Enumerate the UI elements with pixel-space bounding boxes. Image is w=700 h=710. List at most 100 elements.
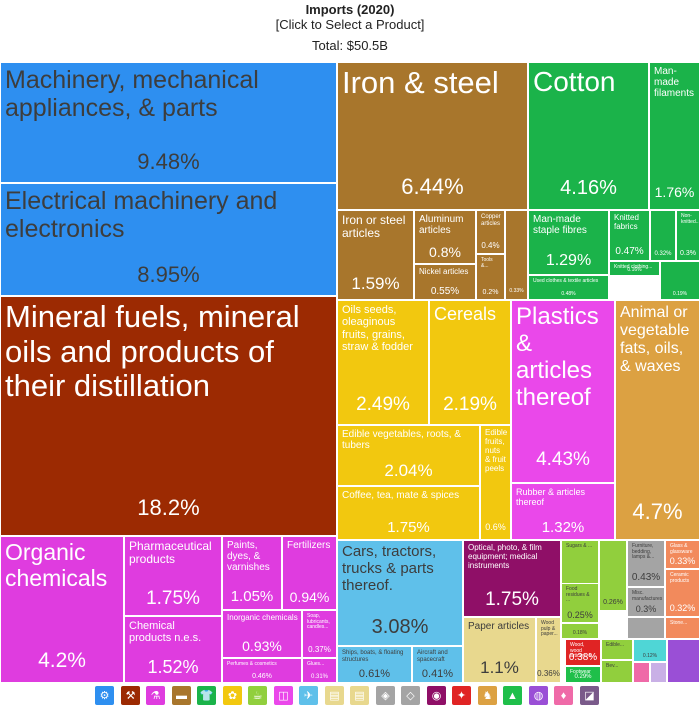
treemap-tile-used-clothes[interactable]: Used clothes & textile articles 0.48% [528,275,609,300]
tile-label: Food residues & ... [566,586,590,604]
legend-precious-icon[interactable]: ♦ [554,686,573,705]
tile-percentage: 0.94% [289,589,330,605]
treemap-tile-soaps[interactable]: Soap, lubricants, candles... 0.37% [302,610,337,658]
treemap-tile-glass[interactable]: Glass & glassware 0.33% [665,540,700,569]
treemap-tile-machinery[interactable]: Machinery, mechanical appliances, & part… [0,62,337,183]
treemap-tile-fertilizers[interactable]: Fertilizers 0.94% [282,536,337,610]
treemap-tile-copper[interactable]: Copper articles 0.4% [476,210,505,254]
treemap-tile-optical[interactable]: Optical, photo, & film equipment; medica… [463,540,561,617]
legend-paper-icon[interactable]: ▤ [350,686,369,705]
tile-percentage: 6.44% [401,174,464,199]
treemap-tile-cereals[interactable]: Cereals 2.19% [429,300,511,425]
tile-percentage: 0.12% [642,653,658,659]
treemap-tile-misc-pink[interactable] [633,662,650,683]
treemap-tile-knitted[interactable]: Knitted fabrics 0.47% [609,210,650,261]
treemap-tile-misc-grey[interactable] [627,617,665,639]
legend-stone-icon[interactable]: ◈ [376,686,395,705]
treemap-tile-tools[interactable]: Tools &... 0.2% [476,254,505,300]
legend-machinery-icon[interactable]: ⚙ [95,686,114,705]
treemap-tile-iron-steel-articles[interactable]: Iron or steel articles 1.59% [337,210,414,300]
legend-other-icon[interactable]: ◪ [580,686,599,705]
tile-percentage: 3.08% [371,616,429,638]
legend-minerals-icon[interactable]: ⚒ [121,686,140,705]
tile-percentage: 0.36% [537,669,560,678]
treemap-tile-misc-cyan[interactable]: 0.12% [633,639,667,662]
treemap-tile-edible-prep[interactable]: Edible... [601,639,633,660]
legend-misc-icon[interactable]: ◇ [401,686,420,705]
treemap-tile-textile-small-1[interactable]: 0.32% [650,210,676,261]
treemap-tile-aluminum[interactable]: Aluminum articles 0.8% [414,210,476,264]
treemap-tile-manmade-staple[interactable]: Man-made staple fibres 1.29% [528,210,609,275]
treemap-tile-wood-articles[interactable]: Wood, wood articles, &... 0.38% [565,639,601,666]
treemap-tile-wood-pulp[interactable]: Wood pulp & paper... 0.36% [536,617,561,683]
legend-animal-icon[interactable]: ♞ [478,686,497,705]
legend-footwear-icon[interactable]: ▲ [503,686,522,705]
treemap-tile-nickel[interactable]: Nickel articles 0.55% [414,264,476,300]
legend-foodstuffs-icon[interactable]: ☕ [248,686,267,705]
treemap-tile-inorganic[interactable]: Inorganic chemicals 0.93% [222,610,302,658]
tile-label: Bev... [606,663,619,669]
treemap-tile-aircraft[interactable]: Aircraft and spacecraft 0.41% [412,646,463,683]
legend-vegetables-icon[interactable]: ✿ [223,686,242,705]
treemap-tile-mineral-fuels[interactable]: Mineral fuels, mineral oils and products… [0,296,337,536]
tile-label: Inorganic chemicals [227,613,298,622]
legend-wood-icon[interactable]: ▤ [325,686,344,705]
treemap-tile-edible-vegetables[interactable]: Edible vegetables, roots, & tubers 2.04% [337,425,480,486]
treemap-tile-animal-fats[interactable]: Animal or vegetable fats, oils, & waxes 4… [615,300,700,540]
tile-label: Pharmaceutical products [129,539,212,567]
treemap-tile-chemical-nes[interactable]: Chemical products n.e.s. 1.52% [124,616,222,683]
legend-textiles-icon[interactable]: 👕 [197,686,216,705]
legend-plastics-icon[interactable]: ◫ [274,686,293,705]
chart-title: Imports (2020) [305,2,395,17]
treemap-tile-furniture[interactable]: Furniture, bedding, lamps &... 0.43% [627,540,665,587]
treemap-tile-ships[interactable]: Ships, boats, & floating structures 0.61% [337,646,412,683]
treemap-tile-paints[interactable]: Paints, dyes, & varnishes 1.05% [222,536,282,610]
treemap-tile-metals-other[interactable]: 0.33% [505,210,528,300]
treemap-tile-iron-steel[interactable]: Iron & steel 6.44% [337,62,528,210]
legend-metals-icon[interactable]: ▬ [172,686,191,705]
treemap-tile-pharmaceutical[interactable]: Pharmaceutical products 1.75% [124,536,222,616]
treemap-tile-organic-chemicals[interactable]: Organic chemicals 4.2% [0,536,124,683]
treemap-tile-paper[interactable]: Paper articles 1.1% [463,617,536,683]
treemap-tile-footwear[interactable]: Footwear 0.29% [565,666,601,683]
treemap-tile-perfumes[interactable]: Perfumes & cosmetics 0.46% [222,658,302,683]
treemap-tile-textile-small-2[interactable]: 0.19% [660,261,700,300]
treemap-tile-ceramic[interactable]: Ceramic products 0.32% [665,569,700,617]
treemap-tile-non-knitted[interactable]: Non-knitted... 0.3% [676,210,700,261]
treemap-tile-rubber[interactable]: Rubber & articles thereof 1.32% [511,483,615,540]
legend-instruments-icon[interactable]: ◉ [427,686,446,705]
tile-percentage: 0.33% [509,288,524,294]
tile-percentage: 0.29% [574,674,592,680]
treemap-tile-manmade-filaments[interactable]: Man-made filaments 1.76% [649,62,700,210]
legend-chemicals-icon[interactable]: ⚗ [146,686,165,705]
treemap-tile-coffee-tea[interactable]: Coffee, tea, mate & spices 1.75% [337,486,480,540]
treemap-tile-misc-food-2[interactable]: 0.18% [561,623,599,639]
tile-percentage: 0.47% [615,246,644,257]
select-product-link[interactable]: [Click to Select a Product] [275,17,425,32]
treemap-tile-misc-manufactures[interactable]: Misc. manufactures 0.3% [627,587,665,617]
treemap-tile-edible-fruits[interactable]: Edible fruits, nuts & fruit peels 0.6% [480,425,511,540]
treemap-tile-glues[interactable]: Glues... 0.31% [302,658,337,683]
treemap-tile-cars[interactable]: Cars, tractors, trucks & parts thereof. 3… [337,540,463,646]
treemap-tile-stone[interactable]: Stone... [665,617,700,639]
treemap-tile-misc-purple[interactable] [667,639,700,683]
legend-transport-icon[interactable]: ✈ [299,686,318,705]
treemap-tile-cotton[interactable]: Cotton 4.16% [528,62,649,210]
treemap-tile-oil-seeds[interactable]: Oils seeds, oleaginous fruits, grains, s… [337,300,429,425]
category-legend: ⚙ ⚒ ⚗ ▬ 👕 ✿ ☕ ◫ ✈ ▤ ▤ ◈ ◇ ◉ ✦ ♞ ▲ ◍ ♦ ◪ [0,685,700,707]
tile-label: Man-made filaments [654,66,695,100]
treemap-tile-food-residues[interactable]: Food residues & ... 0.25% [561,583,599,623]
treemap-tile-beverages[interactable]: Bev... [601,660,633,683]
treemap-tile-misc-food-1[interactable]: 0.26% [599,540,627,611]
legend-weapons-icon[interactable]: ✦ [452,686,471,705]
treemap-tile-electrical[interactable]: Electrical machinery and electronics 8.95… [0,183,337,296]
tile-percentage: 0.93% [242,638,282,654]
treemap-tile-knitted-clothing[interactable]: Knitted clothing... 0.16% [609,261,660,276]
treemap-tile-plastics[interactable]: Plastics & articles thereof 4.43% [511,300,615,483]
legend-art-icon[interactable]: ◍ [529,686,548,705]
treemap-tile-misc-lavender[interactable] [650,662,667,683]
tile-label: Copper articles [481,214,501,227]
tile-percentage: 0.55% [430,286,460,297]
tile-label: Coffee, tea, mate & spices [342,490,460,501]
